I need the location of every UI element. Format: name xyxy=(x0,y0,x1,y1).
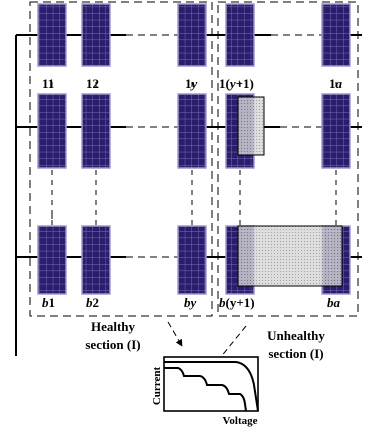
iv-curve-healthy xyxy=(164,361,259,412)
shading-pattern-icon xyxy=(237,225,343,287)
panel-label-11: 11 xyxy=(42,76,54,91)
iv-curve-inset: Current Voltage xyxy=(151,356,259,427)
iv-y-axis-label: Current xyxy=(151,367,163,406)
pv-module-icon xyxy=(37,3,67,67)
panel-label-ba: ba xyxy=(327,295,341,310)
iv-x-axis-label: Voltage xyxy=(222,415,257,427)
shading-pattern-icon xyxy=(237,96,265,156)
rowb-labels: b1 b2 by b(y+1) ba xyxy=(42,295,341,310)
pv-module-icon xyxy=(321,93,351,169)
pv-module-icon xyxy=(225,3,255,67)
dashed-row-continuation xyxy=(51,82,337,226)
panel-label-1a: 1a xyxy=(329,76,343,91)
callout-arrow-icon xyxy=(219,325,247,359)
panel-label-by1: b(y+1) xyxy=(219,295,255,310)
healthy-label-line1: Healthy xyxy=(91,319,136,334)
pv-module-icon xyxy=(177,3,207,67)
dashed-continuation-wires xyxy=(126,34,322,258)
panel-label-12: 12 xyxy=(86,76,99,91)
panel-label-by: by xyxy=(184,295,197,310)
iv-curve-unhealthy xyxy=(164,367,247,412)
pv-module-icon xyxy=(177,93,207,169)
row1-labels: 11 12 1y 1(y+1) 1a xyxy=(42,76,343,91)
callout-arrow-icon xyxy=(167,321,183,347)
healthy-label-line2: section (I) xyxy=(85,337,140,352)
panel-label-1y1: 1(y+1) xyxy=(219,76,254,91)
pv-module-icon xyxy=(81,93,111,169)
pv-module-icon xyxy=(177,225,207,295)
unhealthy-label-line1: Unhealthy xyxy=(267,328,325,343)
panel-label-b2: b2 xyxy=(86,295,99,310)
pv-module-icon xyxy=(321,3,351,67)
unhealthy-label-line2: section (I) xyxy=(268,346,323,361)
pv-module-icon xyxy=(37,93,67,169)
panel-label-1y: 1y xyxy=(185,76,198,91)
string-wires xyxy=(16,34,362,258)
pv-module-icon xyxy=(81,225,111,295)
panel-label-b1: b1 xyxy=(42,295,55,310)
pv-module-icon xyxy=(81,3,111,67)
healthy-section-box xyxy=(29,1,213,317)
unhealthy-section-box xyxy=(217,1,359,317)
pv-module-icon xyxy=(37,225,67,295)
